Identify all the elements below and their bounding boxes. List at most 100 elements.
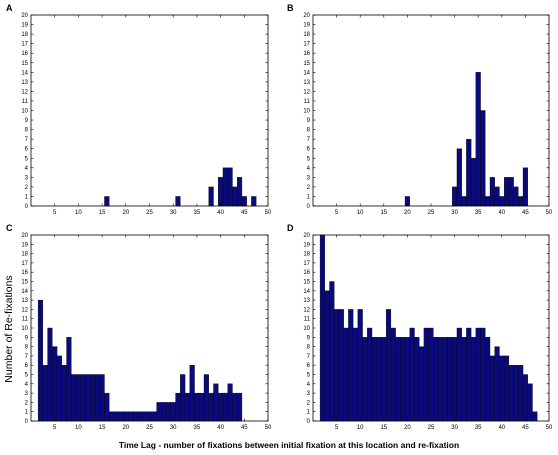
bar-b-30 — [452, 186, 458, 207]
y-tick-label-c-13: 13 — [21, 298, 28, 304]
bar-a-47 — [251, 196, 257, 207]
y-tick-label-d-7: 7 — [307, 354, 311, 360]
bar-c-44 — [237, 392, 243, 422]
bar-d-7 — [343, 327, 349, 422]
bar-c-15 — [99, 374, 105, 422]
y-tick-label-d-3: 3 — [307, 391, 311, 397]
y-tick-label-c-2: 2 — [25, 400, 29, 406]
x-tick-label-a-15: 15 — [99, 210, 106, 216]
x-tick-label-a-35: 35 — [194, 210, 201, 216]
bar-d-41 — [503, 355, 510, 422]
y-tick-label-a-4: 4 — [25, 166, 29, 172]
x-tick-label-b-45: 45 — [522, 210, 529, 216]
y-tick-label-b-16: 16 — [303, 51, 310, 57]
bar-c-19 — [118, 411, 124, 422]
y-tick-label-a-12: 12 — [21, 89, 28, 95]
y-tick-label-c-15: 15 — [21, 280, 28, 286]
x-tick-label-b-30: 30 — [451, 210, 458, 216]
bar-a-44 — [237, 177, 243, 207]
x-tick-label-d-50: 50 — [546, 425, 553, 431]
y-tick-label-b-6: 6 — [307, 147, 311, 153]
bar-c-23 — [137, 411, 143, 422]
bar-c-35 — [194, 392, 200, 422]
x-tick-label-d-15: 15 — [380, 425, 387, 431]
bar-b-41 — [503, 177, 510, 207]
x-tick-label-a-20: 20 — [122, 210, 129, 216]
bar-d-22 — [414, 337, 420, 422]
y-tick-label-c-3: 3 — [25, 391, 29, 397]
y-tick-label-a-1: 1 — [25, 194, 29, 200]
y-tick-label-b-3: 3 — [307, 175, 311, 181]
y-tick-label-b-14: 14 — [303, 70, 310, 76]
y-tick-label-b-4: 4 — [307, 166, 311, 172]
bar-b-33 — [466, 138, 472, 207]
y-tick-label-c-5: 5 — [25, 373, 29, 379]
y-tick-label-a-9: 9 — [25, 118, 29, 124]
y-tick-label-d-14: 14 — [303, 289, 310, 295]
bar-c-17 — [109, 411, 115, 422]
y-tick-label-c-17: 17 — [21, 261, 28, 267]
bar-c-34 — [189, 365, 195, 422]
bar-b-43 — [513, 186, 519, 207]
x-tick-label-d-10: 10 — [357, 425, 364, 431]
x-tick-label-a-30: 30 — [170, 210, 177, 216]
bar-d-30 — [452, 337, 458, 422]
bar-d-47 — [532, 411, 538, 422]
x-tick-label-b-25: 25 — [428, 210, 435, 216]
bar-d-5 — [334, 309, 340, 422]
x-tick-label-c-30: 30 — [170, 425, 177, 431]
bar-c-33 — [184, 392, 190, 422]
bar-d-2 — [319, 234, 325, 422]
bar-d-43 — [513, 365, 519, 422]
bar-c-24 — [142, 411, 148, 422]
y-tick-label-b-2: 2 — [307, 185, 311, 191]
y-tick-label-b-9: 9 — [307, 118, 311, 124]
y-tick-label-b-17: 17 — [303, 42, 310, 48]
y-tick-label-c-11: 11 — [22, 317, 29, 323]
bar-a-40 — [218, 177, 224, 207]
y-tick-label-b-20: 20 — [303, 13, 310, 19]
y-tick-label-d-19: 19 — [303, 242, 310, 248]
x-tick-label-d-35: 35 — [475, 425, 482, 431]
bar-c-22 — [132, 411, 138, 422]
bar-c-27 — [156, 402, 162, 422]
bar-d-13 — [371, 337, 377, 422]
y-tick-label-a-14: 14 — [21, 70, 28, 76]
bar-c-39 — [213, 383, 219, 422]
x-tick-label-c-10: 10 — [75, 425, 82, 431]
bar-d-11 — [362, 337, 368, 422]
y-tick-label-a-5: 5 — [25, 156, 29, 162]
y-tick-label-a-17: 17 — [21, 42, 28, 48]
y-tick-label-c-12: 12 — [21, 307, 28, 313]
bar-d-27 — [437, 337, 443, 422]
y-tick-label-d-15: 15 — [303, 280, 310, 286]
y-tick-label-a-6: 6 — [25, 147, 29, 153]
y-tick-label-d-6: 6 — [307, 363, 311, 369]
x-tick-label-c-50: 50 — [265, 425, 272, 431]
bar-b-45 — [522, 167, 528, 207]
bar-d-37 — [485, 337, 491, 422]
x-tick-label-b-40: 40 — [498, 210, 505, 216]
bar-d-40 — [499, 355, 505, 422]
y-tick-label-b-19: 19 — [303, 23, 310, 29]
bar-b-44 — [518, 196, 524, 207]
y-tick-label-d-5: 5 — [307, 373, 311, 379]
y-tick-label-a-7: 7 — [25, 137, 29, 143]
y-tick-label-d-9: 9 — [307, 335, 311, 341]
y-tick-label-d-10: 10 — [303, 326, 310, 332]
bar-a-43 — [232, 186, 238, 207]
bar-c-9 — [71, 374, 77, 422]
bar-d-24 — [423, 327, 429, 422]
bar-d-44 — [518, 365, 524, 422]
bar-d-29 — [447, 337, 453, 422]
x-tick-label-c-35: 35 — [194, 425, 201, 431]
bar-c-14 — [94, 374, 100, 422]
y-tick-label-b-8: 8 — [307, 128, 311, 134]
bar-d-46 — [527, 383, 533, 422]
bar-d-9 — [352, 327, 359, 422]
bar-b-34 — [470, 158, 477, 207]
bar-d-8 — [348, 309, 354, 422]
x-tick-label-b-50: 50 — [546, 210, 553, 216]
x-tick-label-d-40: 40 — [498, 425, 505, 431]
y-tick-label-c-8: 8 — [25, 345, 29, 351]
